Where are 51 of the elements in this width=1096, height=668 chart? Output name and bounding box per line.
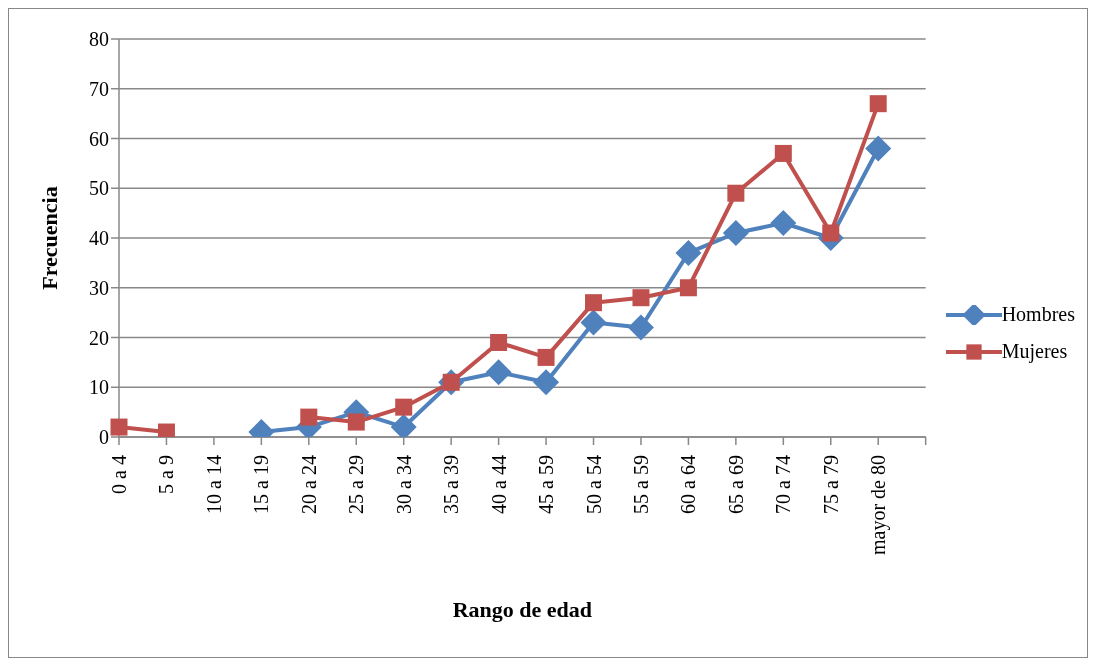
x-axis-title: Rango de edad: [452, 597, 593, 622]
point: [869, 95, 887, 113]
point: [585, 294, 603, 312]
x-tick-label: 55 a 59: [629, 455, 652, 514]
x-tick-label: 20 a 24: [297, 455, 320, 514]
x-tick-label: 15 a 19: [250, 455, 273, 514]
point: [632, 289, 650, 307]
y-tick-label: 80: [89, 28, 109, 51]
point: [395, 398, 413, 416]
legend-label: Mujeres: [1001, 340, 1068, 363]
point: [722, 220, 749, 247]
y-tick-label: 0: [99, 426, 109, 449]
point: [770, 210, 797, 237]
point: [774, 144, 792, 162]
point: [627, 314, 654, 341]
point: [300, 408, 318, 426]
point: [679, 279, 697, 297]
point: [533, 369, 560, 396]
x-tick-label: 25 a 29: [345, 455, 368, 514]
y-tick-label: 20: [89, 326, 109, 349]
x-tick-label: 5 a 9: [155, 455, 178, 494]
point: [485, 359, 512, 386]
y-tick-label: 50: [89, 177, 109, 200]
x-tick-label: 50 a 54: [582, 455, 605, 514]
x-tick-label: mayor de 80: [867, 455, 891, 555]
x-tick-label: 0 a 4: [108, 455, 130, 494]
x-tick-label: 70 a 74: [772, 455, 795, 514]
y-tick-label: 40: [89, 227, 109, 250]
x-tick-label: 35 a 39: [440, 455, 463, 514]
point: [580, 309, 607, 336]
point: [490, 333, 508, 351]
point: [110, 418, 128, 436]
x-tick-label: 40 a 44: [487, 455, 510, 514]
point: [537, 348, 555, 366]
y-tick-label: 60: [89, 127, 109, 150]
point: [727, 184, 745, 202]
point: [675, 239, 702, 266]
x-tick-label: 60 a 64: [677, 455, 700, 514]
point: [822, 224, 840, 242]
point: [347, 413, 365, 431]
x-tick-label: 30 a 34: [392, 455, 415, 514]
y-tick-label: 10: [89, 376, 109, 399]
x-tick-label: 75 a 79: [819, 455, 842, 514]
y-axis-title: Frecuencia: [36, 186, 62, 290]
point: [865, 135, 892, 162]
y-tick-label: 30: [89, 276, 109, 299]
legend-label: Hombres: [1001, 303, 1075, 326]
x-tick-label: 65 a 69: [724, 455, 747, 514]
x-tick-label: 45 a 59: [535, 455, 558, 514]
y-tick-label: 70: [89, 77, 109, 100]
x-tick-label: 10 a 14: [202, 455, 225, 514]
